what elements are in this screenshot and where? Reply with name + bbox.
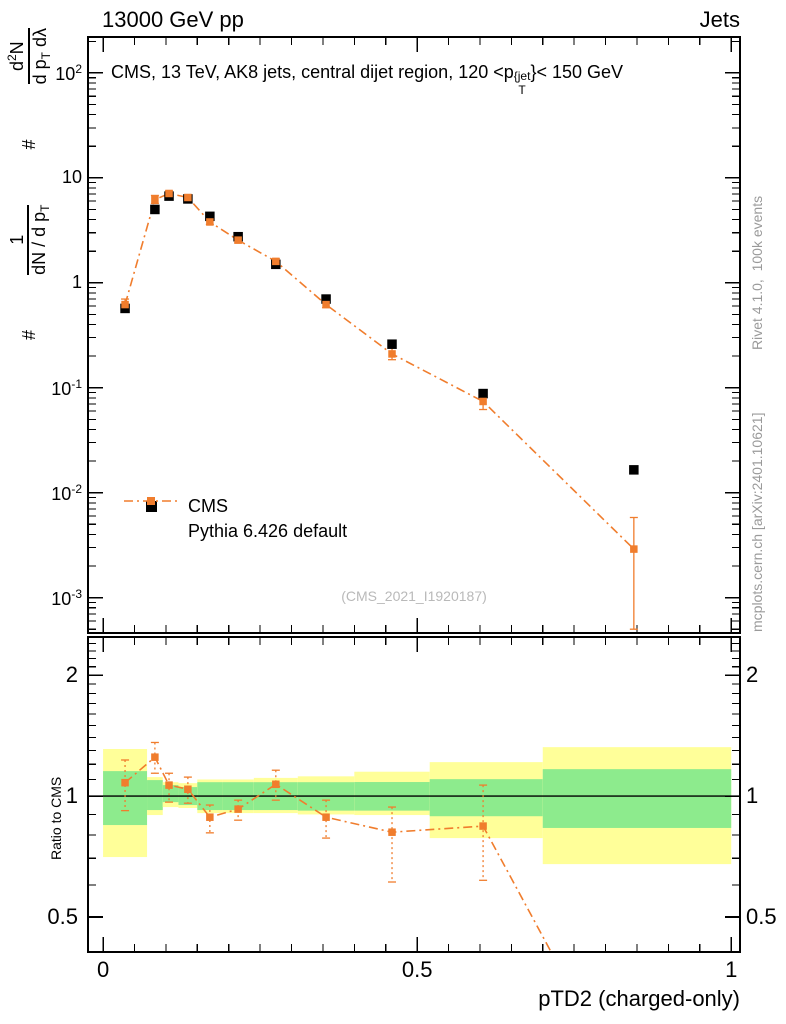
x-axis-label: pTD2 (charged-only): [538, 986, 740, 1011]
cms-marker: [387, 339, 397, 349]
pythia-marker: [388, 350, 396, 358]
y-formula-fraction-1: 1 dN / d pT: [6, 204, 53, 275]
x-tick-label: 0.5: [401, 957, 433, 982]
pythia-marker: [121, 300, 129, 309]
ratio-frame: [87, 636, 741, 953]
legend-label-cms: CMS: [188, 496, 228, 516]
band-green: [542, 769, 732, 828]
pythia-marker: [479, 397, 487, 406]
main-y-tick-label: 10-2: [51, 481, 82, 504]
ratio-y-tick-label-left: 0.5: [47, 903, 78, 929]
cms-marker: [478, 388, 488, 399]
rivet-version-note: Rivet 4.1.0, 100k events: [749, 195, 765, 350]
process-label: Jets: [699, 7, 740, 32]
plot-title-supsub: {jet T: [514, 70, 531, 96]
main-frame: [87, 36, 741, 634]
ratio-y-tick-label-right: 0.5: [746, 903, 777, 929]
main-y-tick-label: 102: [55, 61, 82, 84]
ratio-marker: [151, 753, 159, 761]
main-y-tick-label: 10-3: [51, 586, 82, 609]
ratio-marker: [121, 778, 129, 787]
pythia-marker: [630, 545, 638, 553]
pythia-marker: [151, 195, 159, 204]
legend-label-pythia: Pythia 6.426 default: [188, 521, 348, 541]
cms-marker: [205, 211, 215, 222]
ratio-marker: [184, 785, 192, 794]
cms-legend-marker: [122, 501, 180, 512]
y-formula-frac1-num: 1: [6, 204, 30, 275]
ratio-marker: [165, 781, 173, 789]
plot-title-prefix: CMS, 13 TeV, AK8 jets, central dijet reg…: [111, 62, 514, 82]
ratio-marker: [479, 822, 487, 830]
cms-marker: [150, 204, 160, 215]
ratio-series: [121, 741, 553, 952]
plot-title-suffix: }< 150 GeV: [530, 62, 624, 82]
band-green: [162, 785, 179, 803]
main-y-tick-label: 1: [71, 271, 82, 292]
ratio-bands: [103, 747, 732, 865]
pythia-marker: [206, 218, 214, 226]
y-formula-hash-1: #: [19, 329, 40, 340]
cms-marker: [321, 294, 331, 304]
main-y-tick-label: 10: [61, 166, 82, 187]
ratio-marker: [272, 780, 280, 789]
pythia-marker: [322, 300, 330, 309]
beam-energy-label: 13000 GeV pp: [102, 7, 244, 32]
ratio-marker: [388, 828, 396, 836]
x-tick-label: 0: [96, 957, 110, 982]
cms-marker: [629, 465, 639, 475]
axis-ticks: [88, 37, 740, 952]
pythia-marker: [184, 193, 192, 202]
ratio-marker: [206, 813, 214, 821]
pythia-marker: [165, 189, 173, 198]
pythia-legend-line-icon: [124, 497, 178, 505]
ratio-y-tick-label-right: 2: [746, 662, 759, 688]
legend-item-cms: CMS: [122, 494, 347, 519]
legend-item-pythia: Pythia 6.426 default: [122, 497, 348, 544]
plot-title-sub: T: [518, 83, 526, 97]
cms-marker: [120, 303, 130, 314]
y-formula-frac1-den: dN / d pT: [29, 204, 53, 275]
plot-title-sup: {jet: [513, 69, 531, 83]
ratio-y-tick-label-left: 2: [65, 662, 78, 688]
mcplots-arxiv-note: mcplots.cern.ch [arXiv:2401.10621]: [749, 412, 765, 632]
ratio-y-tick-label-left: 1: [65, 783, 78, 809]
main-y-tick-label: 10-1: [51, 376, 82, 399]
main-series: [120, 189, 639, 630]
plot-title: CMS, 13 TeV, AK8 jets, central dijet reg…: [111, 62, 623, 96]
x-tick-label: 1: [725, 957, 738, 982]
analysis-id-watermark: (CMS_2021_I1920187): [341, 588, 487, 604]
ratio-marker: [322, 813, 330, 821]
ratio-y-tick-label-right: 1: [746, 783, 759, 809]
pythia-marker: [234, 236, 242, 244]
ratio-marker: [234, 805, 242, 813]
legend: CMS Pythia 6.426 default: [122, 494, 347, 544]
pythia-marker: [272, 257, 280, 266]
band-green: [147, 780, 163, 811]
y-formula-hash-2: #: [19, 139, 40, 150]
